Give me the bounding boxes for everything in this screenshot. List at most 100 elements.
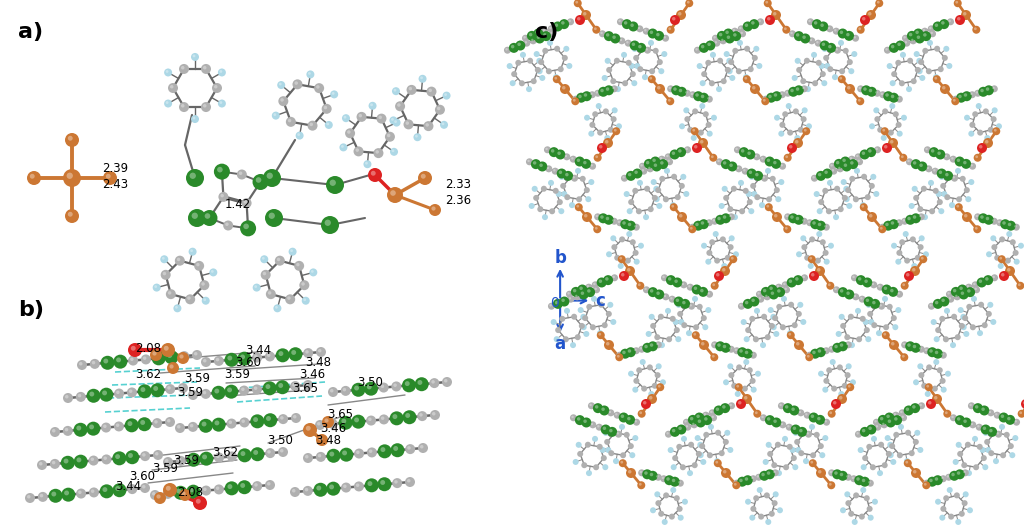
Circle shape (728, 346, 735, 353)
Circle shape (590, 122, 595, 128)
Circle shape (603, 430, 608, 436)
Circle shape (954, 156, 965, 167)
Circle shape (379, 115, 382, 119)
Circle shape (975, 155, 978, 158)
Circle shape (992, 219, 994, 222)
Circle shape (979, 145, 982, 148)
Circle shape (802, 127, 810, 135)
Circle shape (528, 33, 532, 36)
Circle shape (774, 115, 780, 121)
Circle shape (828, 284, 830, 286)
Circle shape (840, 289, 844, 293)
Circle shape (431, 380, 435, 384)
Circle shape (696, 304, 702, 310)
Text: 3.44: 3.44 (245, 344, 271, 356)
Circle shape (883, 129, 885, 131)
Circle shape (592, 111, 598, 117)
Circle shape (820, 23, 824, 27)
Circle shape (782, 111, 788, 117)
Circle shape (602, 75, 607, 81)
Circle shape (765, 334, 771, 340)
Circle shape (674, 495, 680, 501)
Text: 2.36: 2.36 (445, 194, 471, 206)
Circle shape (402, 410, 417, 424)
Circle shape (983, 427, 986, 430)
Circle shape (153, 450, 163, 460)
Circle shape (653, 163, 657, 167)
Circle shape (537, 58, 543, 64)
Circle shape (938, 208, 944, 214)
Circle shape (646, 331, 651, 337)
Circle shape (600, 89, 604, 92)
Circle shape (599, 279, 602, 283)
Circle shape (540, 75, 546, 81)
Text: 3.60: 3.60 (234, 355, 261, 369)
Circle shape (610, 34, 621, 44)
Circle shape (936, 191, 942, 197)
Circle shape (694, 145, 697, 148)
Circle shape (367, 385, 372, 389)
Circle shape (941, 353, 944, 355)
Circle shape (1013, 223, 1020, 231)
Circle shape (176, 456, 185, 466)
Circle shape (888, 130, 894, 136)
Circle shape (775, 442, 781, 448)
Circle shape (830, 164, 833, 167)
Circle shape (844, 31, 854, 41)
Circle shape (788, 30, 796, 37)
Circle shape (809, 257, 812, 260)
Circle shape (140, 420, 145, 425)
Circle shape (370, 103, 373, 106)
Circle shape (964, 93, 968, 97)
Circle shape (369, 102, 377, 110)
Circle shape (882, 143, 892, 153)
Circle shape (926, 148, 928, 150)
Circle shape (1000, 219, 1011, 229)
Circle shape (817, 417, 820, 420)
Circle shape (728, 372, 734, 378)
Circle shape (638, 284, 641, 286)
Circle shape (165, 384, 175, 394)
Circle shape (63, 393, 73, 403)
Circle shape (809, 412, 818, 422)
Circle shape (713, 343, 715, 345)
Circle shape (547, 167, 549, 169)
Circle shape (939, 316, 945, 322)
Circle shape (594, 27, 597, 30)
Circle shape (368, 168, 382, 182)
Circle shape (788, 279, 793, 283)
Circle shape (803, 458, 809, 464)
Circle shape (798, 409, 804, 417)
Circle shape (63, 169, 81, 187)
Circle shape (287, 296, 291, 300)
Circle shape (636, 367, 642, 373)
Circle shape (975, 227, 978, 230)
Circle shape (714, 405, 724, 415)
Circle shape (818, 63, 824, 69)
Circle shape (996, 219, 1004, 226)
Circle shape (811, 174, 818, 182)
Circle shape (712, 415, 714, 418)
Circle shape (976, 91, 978, 94)
Circle shape (193, 117, 196, 120)
Circle shape (1005, 266, 1015, 276)
Circle shape (573, 0, 582, 7)
Circle shape (838, 29, 848, 38)
Circle shape (880, 223, 886, 231)
Circle shape (176, 488, 181, 494)
Circle shape (909, 37, 916, 44)
Circle shape (858, 87, 861, 89)
Circle shape (114, 355, 127, 369)
Circle shape (695, 418, 706, 428)
Circle shape (656, 475, 658, 478)
Circle shape (582, 462, 588, 468)
Circle shape (746, 169, 757, 179)
Circle shape (672, 205, 674, 207)
Circle shape (941, 191, 947, 197)
Circle shape (77, 426, 81, 430)
Circle shape (736, 385, 739, 388)
Circle shape (179, 354, 183, 359)
Circle shape (650, 323, 656, 329)
Circle shape (615, 86, 621, 92)
Circle shape (717, 217, 721, 220)
